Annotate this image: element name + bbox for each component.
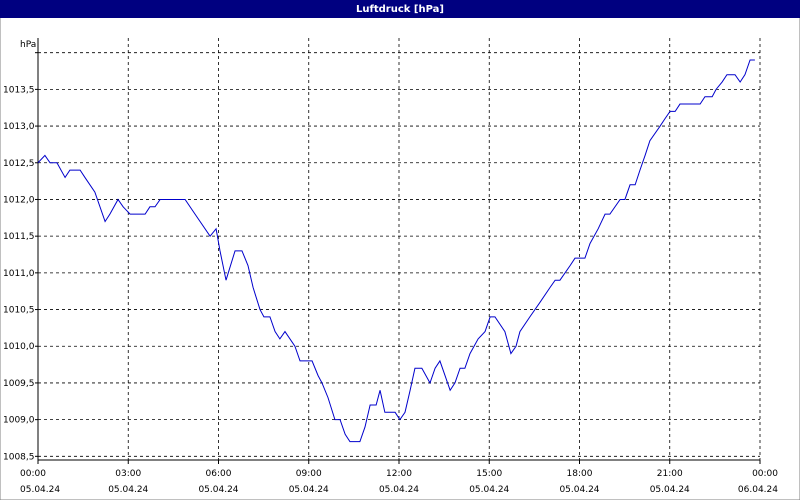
x-tick-label: 03:00 (115, 469, 141, 479)
y-tick-label: 1013,0 (3, 122, 35, 132)
y-tick-label: 1008,5 (3, 452, 35, 462)
y-tick-label: 1010,5 (3, 306, 35, 316)
x-tick-date: 05.04.24 (198, 485, 238, 495)
y-tick-label: 1013,5 (3, 85, 35, 95)
y-tick-label: 1011,5 (3, 232, 35, 242)
x-tick-label: 06:00 (206, 469, 232, 479)
chart-title: Luftdruck [hPa] (356, 4, 444, 15)
x-tick-date: 05.04.24 (559, 485, 599, 495)
x-tick-label: 00:00 (752, 469, 778, 479)
y-tick-label: 1012,5 (3, 159, 35, 169)
x-tick-date: 05.04.24 (289, 485, 329, 495)
y-tick-label: 1009,0 (3, 416, 35, 426)
x-tick-label: 15:00 (476, 469, 502, 479)
y-tick-label: 1012,0 (3, 195, 35, 205)
y-unit: hPa (20, 40, 36, 50)
x-tick-date: 06.04.24 (738, 485, 778, 495)
x-tick-label: 21:00 (657, 469, 683, 479)
y-tick-label: 1009,5 (3, 379, 35, 389)
x-tick-label: 09:00 (296, 469, 322, 479)
title-bar (0, 0, 800, 18)
y-tick-label: 1010,0 (3, 342, 35, 352)
x-tick-label: 18:00 (567, 469, 593, 479)
x-tick-date: 05.04.24 (20, 485, 60, 495)
x-tick-label: 12:00 (386, 469, 412, 479)
x-tick-label: 00:00 (20, 469, 46, 479)
y-tick-label: 1011,0 (3, 269, 35, 279)
line (37, 59, 755, 443)
x-tick-date: 05.04.24 (379, 485, 419, 495)
x-tick-date: 05.04.24 (469, 485, 509, 495)
x-tick-date: 05.04.24 (650, 485, 690, 495)
x-tick-date: 05.04.24 (108, 485, 148, 495)
